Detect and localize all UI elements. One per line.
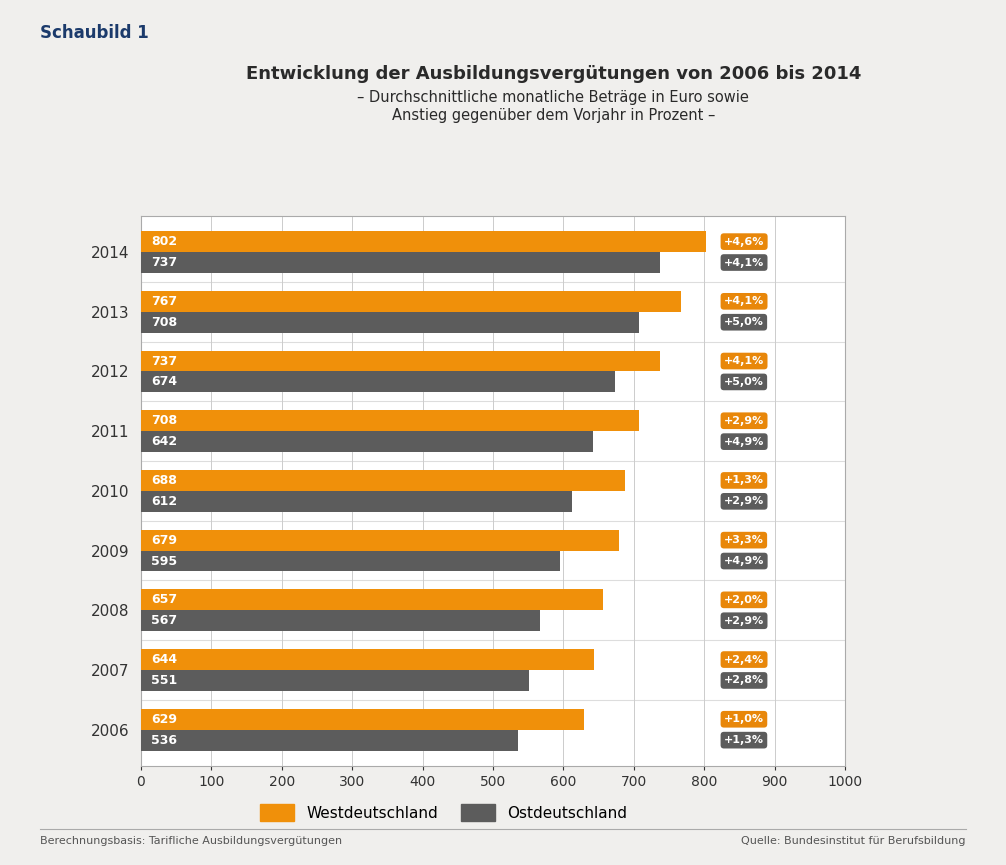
Text: 708: 708	[151, 316, 177, 329]
Text: 629: 629	[151, 713, 177, 726]
Bar	[141, 730, 518, 751]
Bar	[141, 231, 705, 252]
Text: +1,0%: +1,0%	[724, 714, 764, 724]
Bar	[141, 470, 626, 490]
Text: 644: 644	[151, 653, 177, 666]
Bar	[141, 611, 540, 631]
Text: 737: 737	[151, 355, 177, 368]
Bar	[141, 252, 660, 273]
Text: 688: 688	[151, 474, 177, 487]
Text: 612: 612	[151, 495, 177, 508]
Text: +4,6%: +4,6%	[724, 237, 765, 247]
Text: +4,1%: +4,1%	[724, 258, 765, 267]
Text: 737: 737	[151, 256, 177, 269]
Bar	[141, 529, 619, 551]
Text: +2,4%: +2,4%	[724, 655, 765, 664]
Text: +4,1%: +4,1%	[724, 297, 765, 306]
Text: – Durchschnittliche monatliche Beträge in Euro sowie
Anstieg gegenüber dem Vorja: – Durchschnittliche monatliche Beträge i…	[357, 90, 749, 123]
Text: +4,1%: +4,1%	[724, 356, 765, 366]
Bar	[141, 350, 660, 371]
Text: 536: 536	[151, 734, 177, 746]
Bar	[141, 490, 571, 512]
Text: 708: 708	[151, 414, 177, 427]
Text: 679: 679	[151, 534, 177, 547]
Text: 595: 595	[151, 554, 177, 567]
Text: 674: 674	[151, 375, 177, 388]
Text: +2,9%: +2,9%	[724, 616, 765, 625]
Bar	[141, 551, 559, 572]
Text: +5,0%: +5,0%	[724, 377, 764, 387]
Text: 767: 767	[151, 295, 177, 308]
Text: Entwicklung der Ausbildungsvergütungen von 2006 bis 2014: Entwicklung der Ausbildungsvergütungen v…	[245, 65, 861, 82]
Text: +2,9%: +2,9%	[724, 497, 765, 506]
Text: +4,9%: +4,9%	[724, 437, 765, 446]
Text: Quelle: Bundesinstitut für Berufsbildung: Quelle: Bundesinstitut für Berufsbildung	[741, 836, 966, 846]
Text: Berechnungsbasis: Tarifliche Ausbildungsvergütungen: Berechnungsbasis: Tarifliche Ausbildungs…	[40, 836, 342, 846]
Bar	[141, 431, 593, 452]
Text: +1,3%: +1,3%	[724, 476, 764, 485]
Bar	[141, 410, 640, 431]
Text: +4,9%: +4,9%	[724, 556, 765, 566]
Text: 642: 642	[151, 435, 177, 448]
Legend: Westdeutschland, Ostdeutschland: Westdeutschland, Ostdeutschland	[261, 804, 627, 821]
Text: Schaubild 1: Schaubild 1	[40, 24, 149, 42]
Bar	[141, 649, 595, 670]
Bar	[141, 670, 529, 691]
Text: +5,0%: +5,0%	[724, 317, 764, 327]
Text: +1,3%: +1,3%	[724, 735, 764, 745]
Bar	[141, 708, 583, 730]
Text: +2,8%: +2,8%	[724, 676, 764, 685]
Bar	[141, 371, 616, 393]
Text: 551: 551	[151, 674, 178, 687]
Text: +2,9%: +2,9%	[724, 416, 765, 426]
Text: +3,3%: +3,3%	[724, 535, 764, 545]
Bar	[141, 291, 681, 311]
Bar	[141, 589, 604, 611]
Bar	[141, 311, 640, 333]
Text: 657: 657	[151, 593, 177, 606]
Text: +2,0%: +2,0%	[724, 595, 764, 605]
Text: 802: 802	[151, 235, 177, 248]
Text: 567: 567	[151, 614, 177, 627]
